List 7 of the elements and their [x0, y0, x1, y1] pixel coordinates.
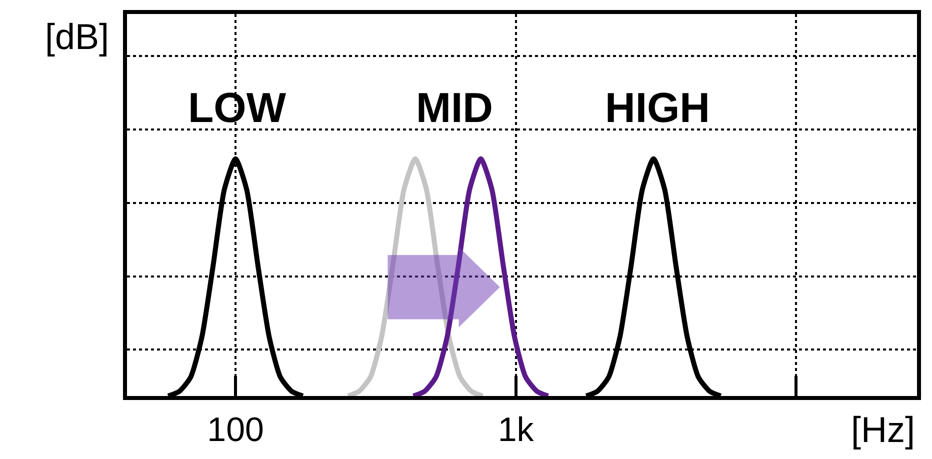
- y-axis-title: [dB]: [45, 16, 110, 57]
- text: HIGH: [605, 84, 710, 131]
- text: LOW: [188, 84, 286, 131]
- x-tick-label: 100: [207, 410, 264, 449]
- text: MID: [416, 84, 493, 131]
- x-tick-label: 1k: [498, 410, 535, 449]
- x-axis-title: [Hz]: [851, 409, 916, 450]
